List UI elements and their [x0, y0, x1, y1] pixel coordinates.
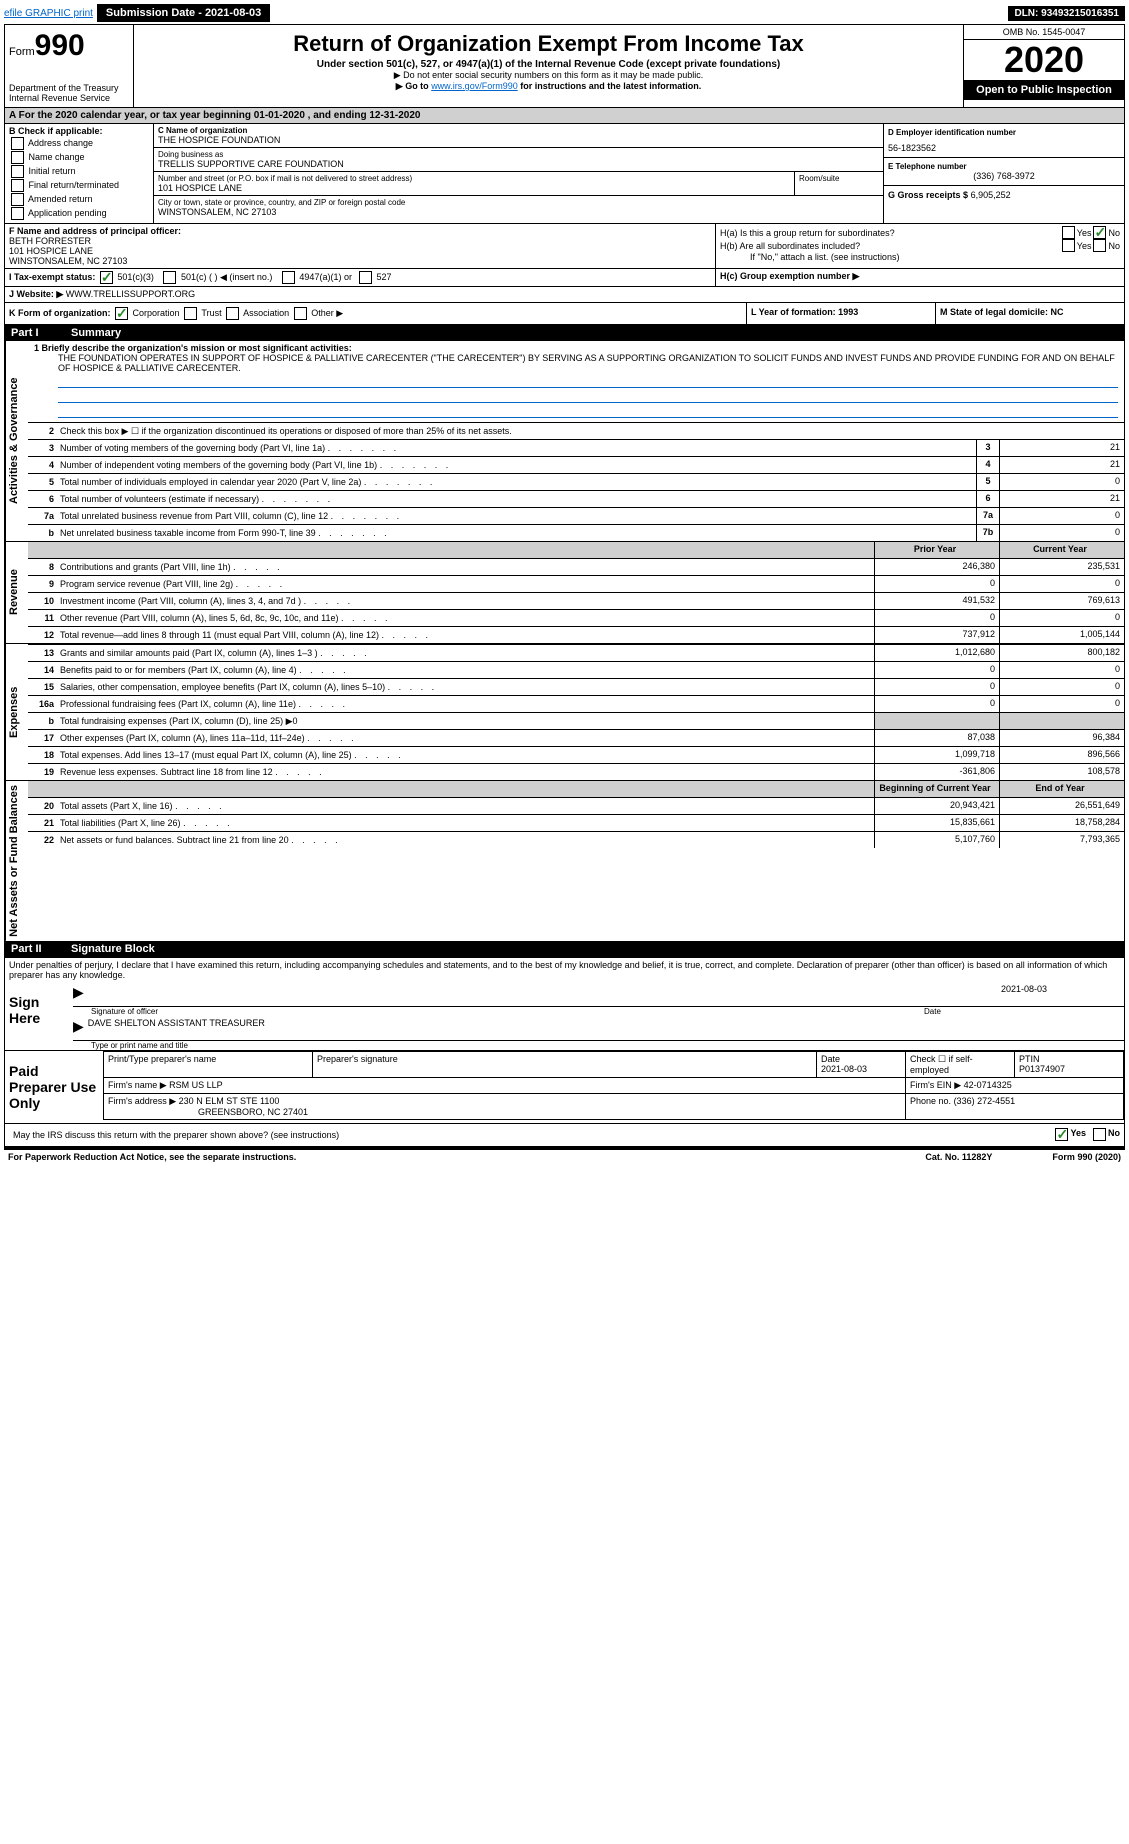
summary-row: 15Salaries, other compensation, employee… — [28, 678, 1124, 695]
arrow-icon: ▶ — [73, 1018, 84, 1038]
section-fh: F Name and address of principal officer:… — [5, 224, 1124, 269]
summary-row: 18Total expenses. Add lines 13–17 (must … — [28, 746, 1124, 763]
summary-row: 9Program service revenue (Part VIII, lin… — [28, 575, 1124, 592]
dept-label: Department of the Treasury — [9, 83, 129, 93]
efile-topbar: efile GRAPHIC print Submission Date - 20… — [4, 4, 1125, 22]
open-public-badge: Open to Public Inspection — [964, 80, 1124, 100]
part-ii-header: Part IISignature Block — [5, 941, 1124, 957]
header-center: Return of Organization Exempt From Incom… — [134, 25, 963, 107]
section-a: A For the 2020 calendar year, or tax yea… — [5, 108, 1124, 124]
section-l: L Year of formation: 1993 — [746, 303, 935, 324]
summary-row: 3Number of voting members of the governi… — [28, 439, 1124, 456]
irs-label: Internal Revenue Service — [9, 93, 129, 103]
irs-link[interactable]: www.irs.gov/Form990 — [431, 81, 518, 91]
ha-no[interactable] — [1093, 226, 1106, 239]
summary-row: 11Other revenue (Part VIII, column (A), … — [28, 609, 1124, 626]
discuss-no[interactable] — [1093, 1128, 1106, 1141]
summary-row: 8Contributions and grants (Part VIII, li… — [28, 558, 1124, 575]
dln-label: DLN: 93493215016351 — [1008, 6, 1125, 21]
summary-row: 12Total revenue—add lines 8 through 11 (… — [28, 626, 1124, 643]
other-check[interactable] — [294, 307, 307, 320]
expenses-section: Expenses 13Grants and similar amounts pa… — [5, 644, 1124, 781]
governance-section: Activities & Governance 1 Briefly descri… — [5, 341, 1124, 542]
section-b: B Check if applicable: Address change Na… — [5, 124, 154, 223]
section-h: H(a) Is this a group return for subordin… — [716, 224, 1124, 268]
hb-yes[interactable] — [1062, 239, 1075, 252]
summary-row: 7aTotal unrelated business revenue from … — [28, 507, 1124, 524]
sign-here-section: Sign Here ▶ 2021-08-03 Signature of offi… — [5, 982, 1124, 1051]
initial-return-check[interactable] — [11, 165, 24, 178]
netassets-section: Net Assets or Fund Balances Beginning of… — [5, 781, 1124, 941]
ssn-note: ▶ Do not enter social security numbers o… — [138, 70, 959, 81]
section-bcdeg: B Check if applicable: Address change Na… — [5, 124, 1124, 224]
mission-block: 1 Briefly describe the organization's mi… — [28, 341, 1124, 422]
form-number: Form990 — [9, 29, 129, 63]
omb-number: OMB No. 1545-0047 — [964, 25, 1124, 40]
preparer-table: Print/Type preparer's name Preparer's si… — [103, 1051, 1124, 1120]
501c3-check[interactable] — [100, 271, 113, 284]
summary-row: 16aProfessional fundraising fees (Part I… — [28, 695, 1124, 712]
sign-here-label: Sign Here — [5, 982, 73, 1050]
summary-row: 22Net assets or fund balances. Subtract … — [28, 831, 1124, 848]
paid-preparer-section: Paid Preparer Use Only Print/Type prepar… — [5, 1051, 1124, 1124]
arrow-icon: ▶ — [73, 984, 84, 1004]
website-note: ▶ Go to www.irs.gov/Form990 for instruct… — [138, 81, 959, 92]
efile-link[interactable]: efile GRAPHIC print — [4, 8, 93, 19]
summary-row: 19Revenue less expenses. Subtract line 1… — [28, 763, 1124, 780]
section-m: M State of legal domicile: NC — [935, 303, 1124, 324]
form-header: Form990 Department of the Treasury Inter… — [5, 25, 1124, 108]
form-title: Return of Organization Exempt From Incom… — [138, 31, 959, 57]
addr-change-check[interactable] — [11, 137, 24, 150]
part-i-header: Part ISummary — [5, 325, 1124, 341]
summary-row: 17Other expenses (Part IX, column (A), l… — [28, 729, 1124, 746]
summary-row: 5Total number of individuals employed in… — [28, 473, 1124, 490]
paid-prep-label: Paid Preparer Use Only — [5, 1051, 103, 1123]
penalties-text: Under penalties of perjury, I declare th… — [5, 957, 1124, 982]
form-container: Form990 Department of the Treasury Inter… — [4, 24, 1125, 1148]
assoc-check[interactable] — [226, 307, 239, 320]
trust-check[interactable] — [184, 307, 197, 320]
amended-check[interactable] — [11, 193, 24, 206]
governance-label: Activities & Governance — [5, 341, 28, 541]
4947-check[interactable] — [282, 271, 295, 284]
summary-row: bTotal fundraising expenses (Part IX, co… — [28, 712, 1124, 729]
section-c: C Name of organization THE HOSPICE FOUND… — [154, 124, 883, 223]
ha-yes[interactable] — [1062, 226, 1075, 239]
page-footer: For Paperwork Reduction Act Notice, see … — [4, 1148, 1125, 1164]
501c-check[interactable] — [163, 271, 176, 284]
summary-row: 4Number of independent voting members of… — [28, 456, 1124, 473]
section-i: I Tax-exempt status: 501(c)(3) 501(c) ( … — [5, 269, 1124, 287]
revenue-section: Revenue Prior Year Current Year 8Contrib… — [5, 542, 1124, 644]
section-hc: H(c) Group exemption number ▶ — [715, 269, 1124, 286]
section-j: J Website: ▶ WWW.TRELLISSUPPORT.ORG — [5, 287, 1124, 303]
app-pending-check[interactable] — [11, 207, 24, 220]
discuss-yes[interactable] — [1055, 1128, 1068, 1141]
netassets-label: Net Assets or Fund Balances — [5, 781, 28, 941]
summary-row: 13Grants and similar amounts paid (Part … — [28, 644, 1124, 661]
form-subtitle: Under section 501(c), 527, or 4947(a)(1)… — [138, 59, 959, 70]
final-return-check[interactable] — [11, 179, 24, 192]
summary-row: bNet unrelated business taxable income f… — [28, 524, 1124, 541]
header-right: OMB No. 1545-0047 2020 Open to Public In… — [963, 25, 1124, 107]
summary-row: 14Benefits paid to or for members (Part … — [28, 661, 1124, 678]
tax-year: 2020 — [964, 40, 1124, 80]
revenue-label: Revenue — [5, 542, 28, 643]
submission-date-btn[interactable]: Submission Date - 2021-08-03 — [97, 4, 270, 22]
527-check[interactable] — [359, 271, 372, 284]
section-klm: K Form of organization: Corporation Trus… — [5, 303, 1124, 325]
summary-row: 21Total liabilities (Part X, line 26) . … — [28, 814, 1124, 831]
irs-discuss-row: May the IRS discuss this return with the… — [5, 1124, 1124, 1147]
corp-check[interactable] — [115, 307, 128, 320]
header-left: Form990 Department of the Treasury Inter… — [5, 25, 134, 107]
section-deg: D Employer identification number 56-1823… — [883, 124, 1124, 223]
summary-row: 20Total assets (Part X, line 16) . . . .… — [28, 797, 1124, 814]
summary-row: 10Investment income (Part VIII, column (… — [28, 592, 1124, 609]
section-f: F Name and address of principal officer:… — [5, 224, 716, 268]
name-change-check[interactable] — [11, 151, 24, 164]
expenses-label: Expenses — [5, 644, 28, 780]
summary-row: 6Total number of volunteers (estimate if… — [28, 490, 1124, 507]
